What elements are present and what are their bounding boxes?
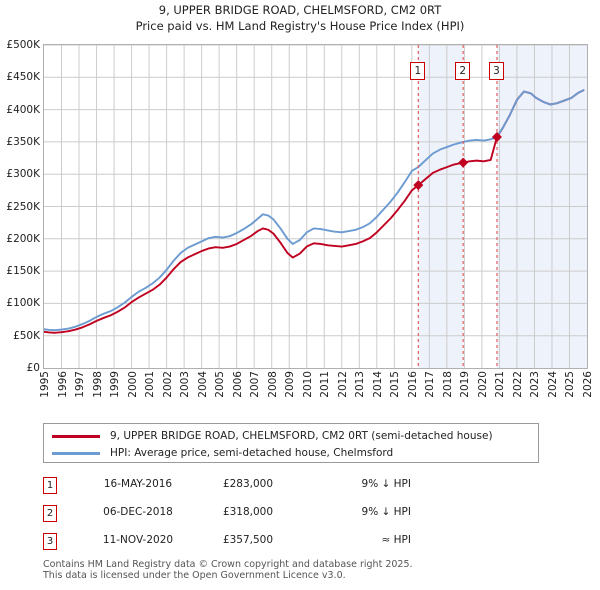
x-axis-tick-label: 2019	[459, 371, 472, 398]
y-axis-tick-label: £150K	[6, 265, 40, 278]
title-address: 9, UPPER BRIDGE ROAD, CHELMSFORD, CM2 0R…	[158, 3, 442, 17]
legend-label-hpi: HPI: Average price, semi-detached house,…	[110, 447, 394, 459]
x-axis-tick-label: 2005	[214, 371, 227, 398]
transactions-table: 1 16-MAY-2016 £283,000 9% ↓ HPI 2 06-DEC-2018…	[43, 474, 463, 558]
transaction-date: 11-NOV-2020	[102, 534, 174, 546]
footer-attribution: Contains HM Land Registry data © Crown c…	[43, 559, 583, 581]
footer-line-2: This data is licensed under the Open Gov…	[43, 570, 346, 581]
y-axis-tick-label: £50K	[13, 329, 40, 342]
x-axis-tick-label: 2009	[284, 371, 297, 398]
y-axis-tick-label: £500K	[6, 39, 40, 51]
x-axis-tick-label: 2025	[564, 371, 577, 398]
y-axis-tick-label: £450K	[6, 71, 40, 84]
x-axis-tick-label: 2012	[336, 371, 349, 398]
x-axis-tick-label: 2024	[546, 371, 559, 398]
transaction-hpi-delta: 9% ↓ HPI	[361, 506, 411, 518]
marker-number-box[interactable]: 2	[455, 62, 471, 80]
transaction-price: £283,000	[222, 478, 274, 490]
y-axis-tick-label: £300K	[6, 168, 40, 181]
x-axis-tick-label: 2015	[389, 371, 402, 398]
chart-plot-area	[43, 44, 588, 369]
y-axis-tick-label: £400K	[6, 103, 40, 116]
transaction-number-badge: 3	[43, 533, 57, 550]
transaction-number-badge: 1	[43, 477, 57, 494]
x-axis-tick-label: 2002	[161, 371, 174, 398]
x-axis-tick-label: 2003	[179, 371, 192, 398]
legend-swatch-price-paid	[52, 435, 100, 438]
table-row[interactable]: 1 16-MAY-2016 £283,000 9% ↓ HPI	[43, 474, 463, 502]
marker-number-box[interactable]: 1	[410, 62, 426, 80]
y-axis-tick-label: £350K	[6, 135, 40, 148]
x-axis-tick-label: 2010	[301, 371, 314, 398]
y-axis: £0 £50K £100K £150K £200K £250K £300K £350K £400…	[0, 40, 40, 374]
page-title: 9, UPPER BRIDGE ROAD, CHELMSFORD, CM2 0R…	[0, 2, 600, 34]
legend-swatch-hpi	[52, 452, 100, 455]
sale-point-markers	[413, 132, 502, 191]
y-axis-tick-label: £250K	[6, 200, 40, 213]
x-axis-tick-label: 1997	[74, 371, 87, 398]
x-axis-tick-label: 2007	[249, 371, 262, 398]
transaction-price: £318,000	[222, 506, 274, 518]
x-axis-tick-label: 2023	[529, 371, 542, 398]
x-axis-tick-label: 2016	[406, 371, 419, 398]
x-axis-tick-label: 2004	[196, 371, 209, 398]
transaction-date: 16-MAY-2016	[103, 478, 173, 490]
x-axis-tick-label: 2008	[266, 371, 279, 398]
x-axis-tick-label: 2014	[371, 371, 384, 398]
x-axis-tick-label: 2006	[231, 371, 244, 398]
y-axis-tick-label: £0	[26, 362, 40, 374]
x-axis-tick-label: 2011	[319, 371, 332, 398]
x-axis-tick-label: 2017	[424, 371, 437, 398]
transaction-price: £357,500	[222, 534, 274, 546]
legend-label-price-paid: 9, UPPER BRIDGE ROAD, CHELMSFORD, CM2 0R…	[110, 430, 493, 442]
x-axis-tick-label: 1998	[91, 371, 104, 398]
transaction-hpi-delta: ≈ HPI	[381, 534, 411, 546]
x-axis-tick-label: 2022	[511, 371, 524, 398]
x-axis-tick-label: 2026	[582, 371, 594, 398]
chart-svg	[44, 45, 587, 368]
transaction-number-badge: 2	[43, 505, 57, 522]
x-axis-tick-label: 1996	[56, 371, 69, 398]
title-subtitle: Price paid vs. HM Land Registry's House …	[135, 19, 465, 33]
gridlines	[44, 45, 587, 368]
y-axis-tick-label: £100K	[6, 297, 40, 310]
x-axis-tick-label: 2020	[476, 371, 489, 398]
x-axis-tick-label: 2013	[354, 371, 367, 398]
transaction-hpi-delta: 9% ↓ HPI	[361, 478, 411, 490]
transaction-date: 06-DEC-2018	[103, 506, 173, 518]
y-axis-tick-label: £200K	[6, 232, 40, 245]
marker-number-box[interactable]: 3	[488, 62, 504, 80]
x-axis-tick-label: 1995	[39, 371, 51, 398]
x-axis-tick-label: 2001	[144, 371, 157, 398]
footer-line-1: Contains HM Land Registry data © Crown c…	[43, 559, 413, 570]
x-axis-tick-label: 2018	[441, 371, 454, 398]
x-axis-tick-label: 2000	[126, 371, 139, 398]
x-axis: 1995 1996 1997 1998 1999 2000 2001 2002 2003 2004…	[39, 371, 594, 417]
table-row[interactable]: 2 06-DEC-2018 £318,000 9% ↓ HPI	[43, 502, 463, 530]
table-row[interactable]: 3 11-NOV-2020 £357,500 ≈ HPI	[43, 530, 463, 558]
x-axis-tick-label: 2021	[494, 371, 507, 398]
chart-legend: 9, UPPER BRIDGE ROAD, CHELMSFORD, CM2 0R…	[43, 423, 539, 463]
x-axis-tick-label: 1999	[109, 371, 122, 398]
